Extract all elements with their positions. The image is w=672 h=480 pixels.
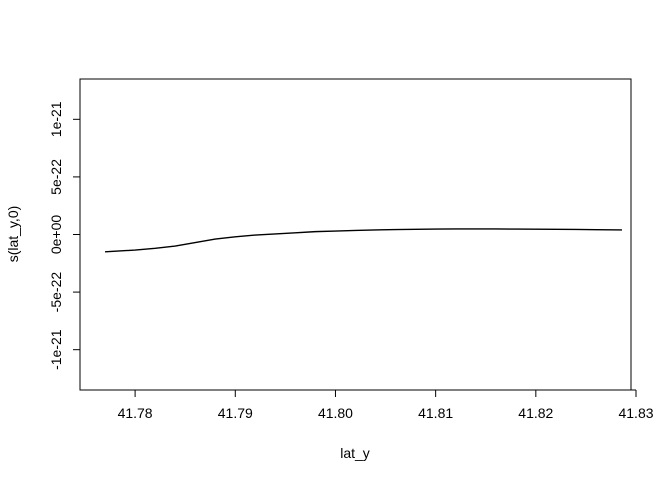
y-axis-title: s(lat_y,0) (5, 206, 21, 263)
y-tick-label: 0e+00 (48, 215, 64, 255)
x-axis-title: lat_y (340, 445, 370, 461)
plot-box (79, 78, 632, 391)
y-tick-label: 1e-21 (48, 101, 64, 137)
x-tick-label: 41.81 (418, 405, 453, 421)
x-axis: 41.78 41.79 41.80 41.81 41.82 41.83 (118, 389, 654, 421)
y-tick-label: -1e-21 (48, 329, 64, 370)
y-tick-label: 5e-22 (48, 159, 64, 195)
x-tick-label: 41.80 (318, 405, 353, 421)
series-line (105, 228, 622, 253)
x-tick-label: 41.78 (118, 405, 153, 421)
y-axis: -1e-21 -5e-22 0e+00 5e-22 1e-21 (48, 101, 81, 370)
y-tick-label: -5e-22 (48, 272, 64, 313)
x-tick-label: 41.83 (618, 405, 653, 421)
series-layer (105, 228, 622, 253)
x-tick-label: 41.82 (518, 405, 553, 421)
x-tick-label: 41.79 (218, 405, 253, 421)
